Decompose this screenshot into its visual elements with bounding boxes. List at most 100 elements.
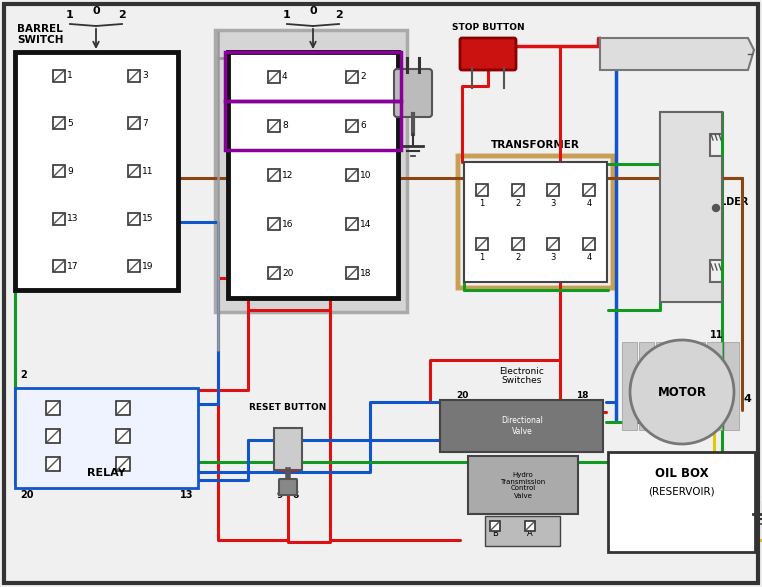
Text: 1: 1 [479,253,485,262]
Text: MOTOR: MOTOR [658,386,706,399]
Polygon shape [660,112,722,302]
FancyBboxPatch shape [460,38,516,70]
Text: A: A [527,529,533,538]
Bar [476,238,488,250]
Text: 2: 2 [501,263,506,272]
Bar [346,218,358,230]
Text: 10: 10 [360,170,372,180]
Text: 9: 9 [67,167,72,176]
Bar [464,162,607,282]
Text: OIL BOX: OIL BOX [655,467,709,480]
Bar [128,117,140,129]
Bar [656,342,671,430]
Bar [268,70,280,83]
Text: 2: 2 [360,72,366,81]
Circle shape [630,340,734,444]
Bar [15,52,178,290]
Text: 2: 2 [118,10,126,20]
Bar [53,212,65,225]
Bar [128,165,140,177]
Bar [53,70,65,82]
Text: 17: 17 [67,262,78,271]
Text: BARREL: BARREL [17,24,62,34]
Bar [346,120,358,132]
Text: RESET BUTTON: RESET BUTTON [249,403,327,412]
Text: 0: 0 [92,6,100,16]
Bar [440,400,603,452]
Bar [53,260,65,272]
Text: 20: 20 [456,391,468,400]
Text: 9: 9 [277,491,283,500]
Text: 8: 8 [282,122,287,130]
Text: 6: 6 [293,491,299,500]
Text: 4: 4 [744,394,752,404]
Bar [622,342,637,430]
Text: 3: 3 [551,253,556,262]
Text: 5: 5 [67,119,72,128]
Bar [690,342,705,430]
Text: 14: 14 [360,220,372,229]
Bar [511,184,523,196]
Text: 0: 0 [309,6,317,16]
Text: Electronic: Electronic [500,367,544,376]
Bar [707,342,722,430]
Text: RELAY: RELAY [87,468,126,478]
Bar [116,457,130,471]
Bar [490,521,500,531]
Text: 15: 15 [441,409,453,418]
Text: 2: 2 [515,253,520,262]
Text: 2: 2 [20,370,27,380]
Text: 20: 20 [20,490,34,500]
Text: KNEE PEDAL: KNEE PEDAL [660,50,732,60]
Text: 16: 16 [282,220,293,229]
Bar [46,457,60,471]
Text: FUSE HOLDER: FUSE HOLDER [672,197,748,207]
Bar [639,342,654,430]
Text: 3: 3 [533,210,539,219]
Text: 18: 18 [576,391,588,400]
Bar [346,70,358,83]
Bar [268,169,280,181]
Bar [274,428,302,470]
Bar [46,401,60,415]
Text: 11: 11 [142,167,153,176]
Bar [583,238,595,250]
Bar [228,52,398,298]
Polygon shape [600,38,754,70]
Text: 18: 18 [360,269,372,278]
Text: 15: 15 [592,409,604,418]
Text: 4: 4 [565,263,570,272]
Bar [128,260,140,272]
Text: TRANSFORMER: TRANSFORMER [491,140,580,150]
Bar [511,238,523,250]
Text: 1: 1 [479,199,485,208]
Text: 13: 13 [180,490,194,500]
Text: Hydro
Transmission
Control
Valve: Hydro Transmission Control Valve [501,471,546,498]
Circle shape [712,204,719,211]
Text: STOP BUTTON: STOP BUTTON [452,23,524,32]
Bar [583,184,595,196]
Text: 13: 13 [67,214,78,223]
Bar [724,342,739,430]
Bar [215,30,407,312]
Text: 3: 3 [142,71,148,80]
Bar [225,101,401,150]
Text: 12: 12 [282,170,293,180]
Text: 1: 1 [66,10,74,20]
Bar [547,238,559,250]
Text: B: B [492,529,498,538]
Text: 11: 11 [710,330,723,340]
Text: 6: 6 [360,122,366,130]
Bar [468,456,578,514]
Bar [225,52,401,101]
Bar [46,429,60,443]
Bar [525,521,535,531]
Bar [268,218,280,230]
FancyBboxPatch shape [279,479,297,495]
Text: 4: 4 [282,72,287,81]
Text: 1: 1 [469,210,474,219]
Text: 7: 7 [142,119,148,128]
Text: 19: 19 [142,262,153,271]
Text: Directional
Valve: Directional Valve [501,416,543,436]
Text: 15: 15 [142,214,153,223]
